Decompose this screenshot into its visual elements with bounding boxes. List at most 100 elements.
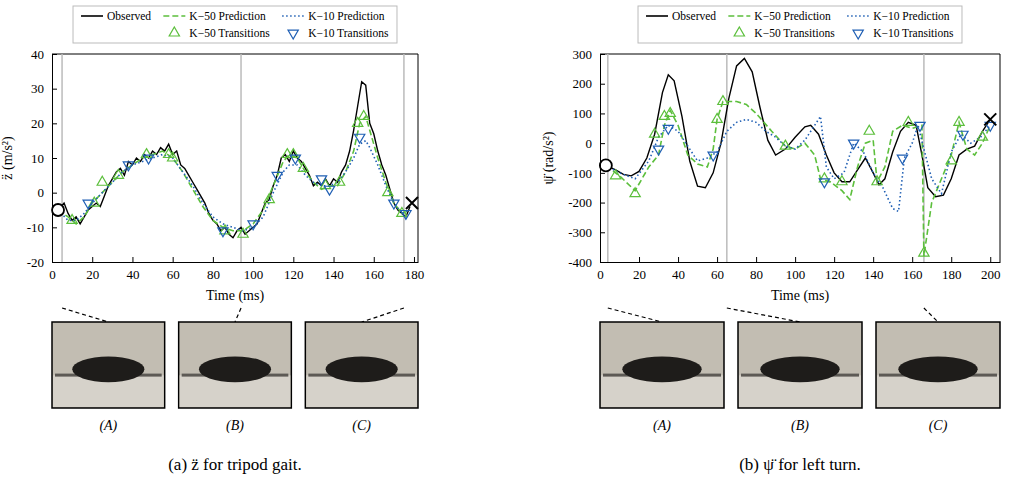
series-line xyxy=(58,116,410,230)
tick-label: 100 xyxy=(244,267,264,282)
tick-mark xyxy=(600,84,605,85)
tick-mark xyxy=(173,257,174,262)
legend-item: K−50 Transitions xyxy=(169,27,270,39)
tick-label: 20 xyxy=(31,116,44,131)
snapshot-connector xyxy=(924,308,938,322)
plot-area xyxy=(606,54,996,262)
tick-label: 160 xyxy=(903,267,923,282)
y-tick: 30 xyxy=(31,81,57,96)
tick-label: 120 xyxy=(284,267,304,282)
snapshot-label: (B) xyxy=(791,418,809,434)
transition-marker xyxy=(218,228,228,237)
x-tick: 160 xyxy=(903,257,923,282)
tick-mark xyxy=(253,257,254,262)
legend-swatch xyxy=(728,15,750,17)
tick-label: 160 xyxy=(365,267,385,282)
tick-mark xyxy=(52,158,57,159)
series-line xyxy=(606,102,990,257)
y-tick: -100 xyxy=(568,166,605,181)
legend-swatch xyxy=(282,15,304,17)
caption: (b) ψ̈ for left turn. xyxy=(739,455,861,474)
y-axis-title: z̈ (m/s²) xyxy=(0,136,16,180)
photo-frame xyxy=(738,322,862,408)
legend-item: K−50 Prediction xyxy=(163,10,266,22)
x-tick: 40 xyxy=(672,257,685,282)
legend-swatch xyxy=(853,30,863,39)
transition-marker xyxy=(168,152,178,161)
legend-item: K−10 Transitions xyxy=(288,27,389,39)
tick-mark xyxy=(132,257,133,262)
series-line xyxy=(58,141,410,231)
tick-mark xyxy=(717,257,718,262)
tick-label: -300 xyxy=(568,225,592,240)
transition-marker xyxy=(897,155,907,164)
tick-mark xyxy=(52,54,57,55)
x-tick: 180 xyxy=(405,257,425,282)
tick-mark xyxy=(600,54,605,55)
snapshot-line xyxy=(403,54,405,262)
photo-frame xyxy=(305,322,418,408)
snapshot-label: (A) xyxy=(99,418,117,434)
x-tick: 140 xyxy=(324,257,344,282)
snapshot-connector xyxy=(235,308,241,322)
transition-marker xyxy=(272,172,282,181)
transition-marker xyxy=(649,128,659,137)
transition-marker xyxy=(97,176,107,185)
tick-mark xyxy=(600,262,605,263)
legend-label: Observed xyxy=(672,10,716,22)
transition-marker xyxy=(954,116,964,125)
x-tick: 20 xyxy=(86,257,99,282)
transition-marker xyxy=(819,179,829,188)
tick-mark xyxy=(293,257,294,262)
transition-marker xyxy=(915,122,925,131)
tick-mark xyxy=(912,257,913,262)
transition-marker xyxy=(610,170,620,179)
y-axis: -20-10010203040 xyxy=(27,47,57,270)
y-axis-title: ψ̈ (rad/s²) xyxy=(541,131,557,184)
photo-robot xyxy=(898,356,977,382)
transition-marker xyxy=(718,96,728,105)
tick-label: 40 xyxy=(31,47,44,62)
tick-label: -400 xyxy=(568,255,592,270)
start-marker xyxy=(600,159,612,171)
tick-label: 180 xyxy=(405,267,425,282)
transition-marker xyxy=(958,131,968,140)
tick-label: 100 xyxy=(573,106,593,121)
photo xyxy=(738,322,862,408)
legend-item: K−10 Prediction xyxy=(847,10,950,22)
legend-label: K−10 Prediction xyxy=(873,10,950,22)
snapshot-label: (C) xyxy=(352,418,371,434)
tick-label: 140 xyxy=(324,267,344,282)
tick-label: 40 xyxy=(672,267,685,282)
tick-mark xyxy=(334,257,335,262)
snapshot-line xyxy=(923,54,925,262)
y-tick: 40 xyxy=(31,47,57,62)
snapshot-line xyxy=(61,54,63,262)
tick-mark xyxy=(600,203,605,204)
tick-mark xyxy=(873,257,874,262)
snapshot-connector xyxy=(62,308,108,322)
transition-marker xyxy=(653,146,663,155)
transition-marker xyxy=(401,210,411,219)
caption: (a) z̈ for tripod gait. xyxy=(168,455,302,474)
transition-marker xyxy=(290,155,300,164)
legend-swatch xyxy=(646,15,668,17)
end-marker xyxy=(984,113,996,125)
y-tick: 0 xyxy=(586,136,606,151)
axis-line xyxy=(600,55,601,263)
x-tick: 140 xyxy=(864,257,884,282)
axis-line xyxy=(53,262,419,263)
snapshot-label: (A) xyxy=(653,418,671,434)
x-tick: 160 xyxy=(365,257,385,282)
snapshot-line xyxy=(726,54,728,262)
tick-mark xyxy=(834,257,835,262)
photo-frame xyxy=(600,322,724,408)
transition-marker xyxy=(141,149,151,158)
legend-swatch xyxy=(81,15,103,17)
transition-marker xyxy=(708,152,718,161)
legend-label: Observed xyxy=(107,10,151,22)
transition-marker xyxy=(872,176,882,185)
y-tick: 10 xyxy=(31,151,57,166)
tick-mark xyxy=(600,232,605,233)
transition-marker xyxy=(977,131,987,140)
